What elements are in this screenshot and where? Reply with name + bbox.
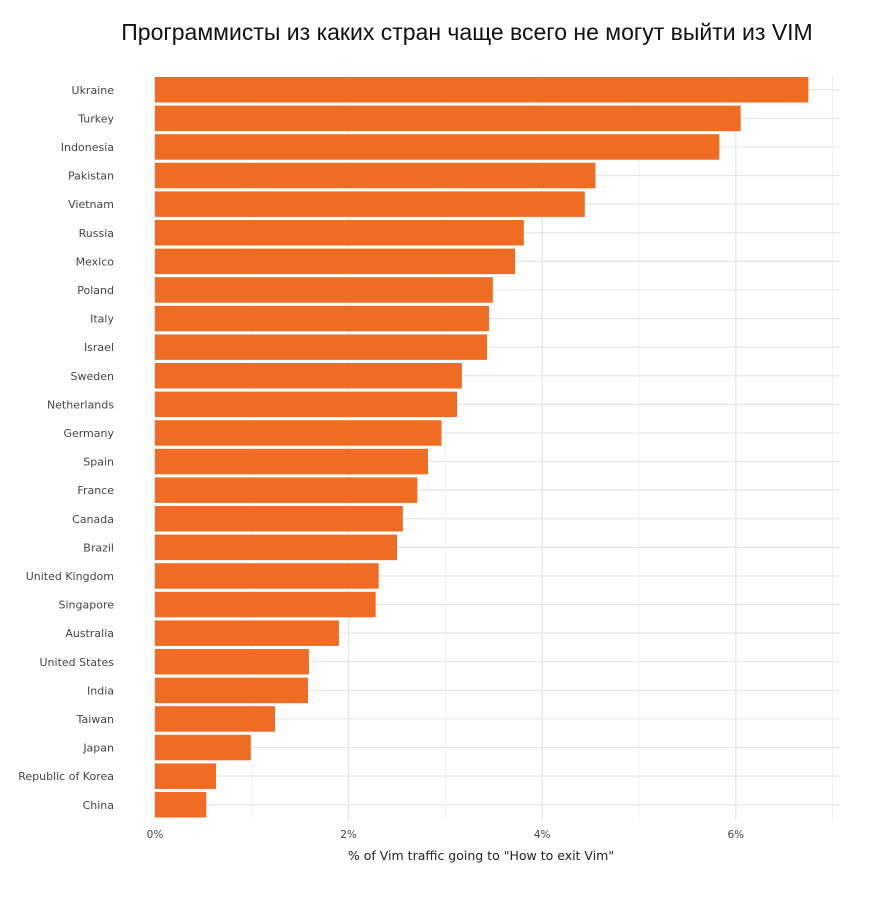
category-label: Australia — [65, 627, 114, 640]
category-labels: Ukraine Turkey Indonesia Pakistan Vietnam Rus… — [18, 84, 114, 812]
bar-turkey — [155, 105, 741, 132]
bar-germany — [155, 420, 442, 446]
x-tick-labels: 0% 2% 4% 6% — [147, 829, 744, 841]
bar-poland — [155, 277, 493, 303]
category-label: Italy — [90, 313, 114, 326]
category-label: Ukraine — [72, 84, 115, 97]
x-tick-label: 2% — [340, 829, 357, 841]
x-tick-label: 4% — [534, 829, 551, 841]
bar-netherlands — [155, 391, 458, 418]
bars — [155, 77, 809, 818]
bar-united-states — [155, 649, 309, 675]
category-label: Pakistan — [68, 170, 114, 183]
category-label: India — [87, 684, 114, 697]
chart-title: Программисты из каких стран чаще всего н… — [121, 19, 812, 45]
x-axis-title: % of Vim traffic going to "How to exit V… — [348, 848, 614, 863]
category-label: Netherlands — [47, 398, 114, 411]
bar-japan — [155, 734, 251, 761]
bar-brazil — [155, 534, 397, 561]
category-label: Singapore — [59, 599, 115, 612]
category-label: Vietnam — [68, 198, 114, 211]
x-tick-label: 0% — [147, 829, 164, 841]
category-label: Russia — [79, 227, 114, 240]
category-label: Taiwan — [76, 713, 114, 726]
bar-russia — [155, 220, 524, 246]
bar-israel — [155, 334, 488, 360]
category-label: Sweden — [71, 370, 114, 383]
bar-republic-of-korea — [155, 763, 216, 789]
category-label: Israel — [84, 341, 114, 354]
category-label: Poland — [77, 284, 114, 297]
category-label: Turkey — [77, 112, 114, 125]
category-label: Indonesia — [61, 141, 114, 154]
category-label: United Kingdom — [26, 570, 114, 583]
bar-australia — [155, 620, 339, 646]
bar-italy — [155, 305, 489, 332]
category-label: Germany — [63, 427, 114, 440]
bar-ukraine — [155, 77, 809, 103]
x-tick-label: 6% — [727, 829, 744, 841]
bar-singapore — [155, 591, 376, 618]
category-label: Mexico — [76, 255, 115, 268]
category-label: Spain — [83, 456, 114, 469]
bar-united-kingdom — [155, 563, 379, 589]
bar-pakistan — [155, 162, 596, 189]
bar-mexico — [155, 248, 516, 275]
bar-sweden — [155, 363, 462, 389]
category-label: Brazil — [83, 541, 114, 554]
category-label: Japan — [82, 742, 114, 755]
bar-france — [155, 477, 418, 503]
bar-china — [155, 792, 207, 818]
bar-indonesia — [155, 134, 720, 160]
bar-canada — [155, 506, 403, 532]
category-label: France — [77, 484, 114, 497]
category-label: Canada — [72, 513, 114, 526]
category-label: Republic of Korea — [18, 770, 114, 783]
bar-india — [155, 677, 308, 704]
bar-spain — [155, 448, 428, 475]
bar-taiwan — [155, 706, 276, 732]
category-label: China — [83, 799, 114, 812]
category-label: United States — [40, 656, 115, 669]
bar-vietnam — [155, 191, 585, 217]
